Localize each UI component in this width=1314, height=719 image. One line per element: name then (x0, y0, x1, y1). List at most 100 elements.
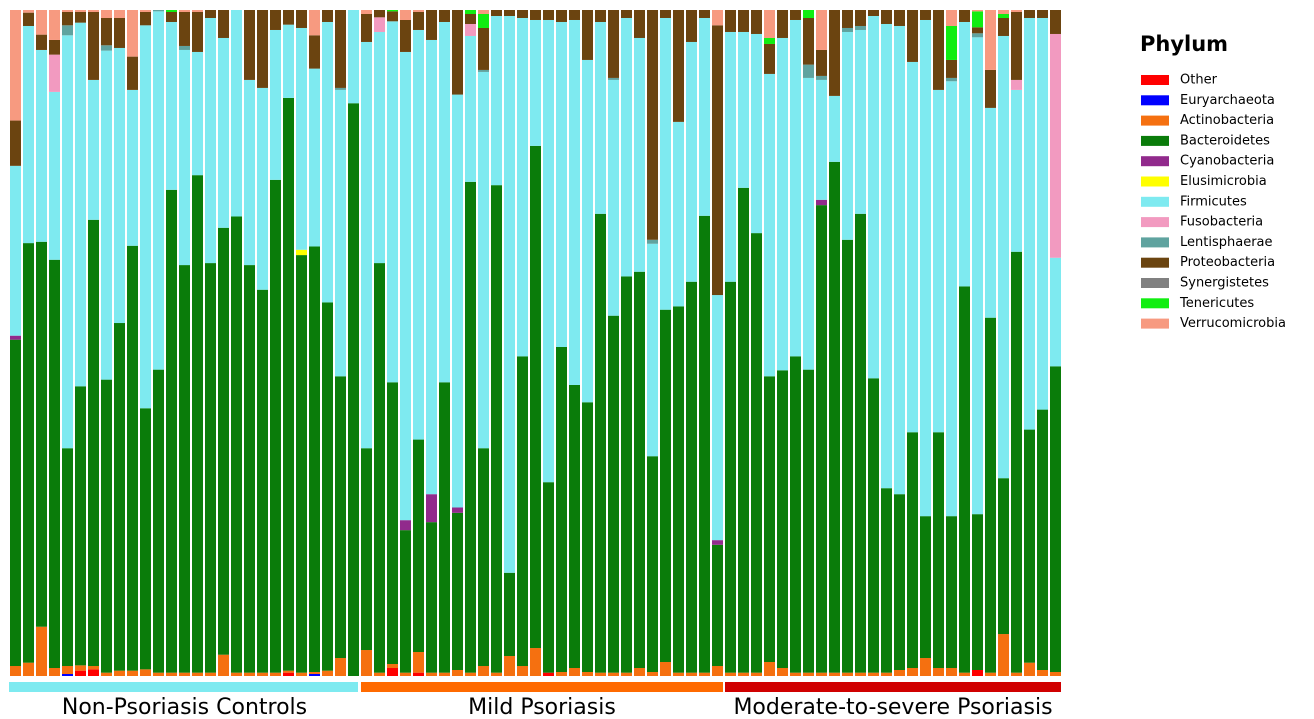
bar-segment (699, 17, 710, 216)
bar-segment (998, 478, 1009, 635)
bar-segment (595, 672, 606, 676)
bar-segment (712, 540, 723, 545)
bar-segment (166, 11, 177, 22)
bar-segment (543, 672, 554, 676)
bar-segment (998, 10, 1009, 14)
bar-segment (920, 516, 931, 659)
bar-segment (842, 672, 853, 676)
bar-segment (816, 199, 827, 206)
bar-segment (192, 175, 203, 673)
bar-segment (114, 17, 125, 48)
bar-segment (972, 514, 983, 671)
bar-segment (179, 265, 190, 673)
bar-segment (257, 87, 268, 290)
bar-segment (166, 21, 177, 190)
bar-segment (1024, 10, 1035, 18)
bar-segment (309, 246, 320, 673)
bar-segment (62, 35, 73, 449)
legend-label: Elusimicrobia (1180, 174, 1267, 189)
bar-segment (465, 23, 476, 36)
bar-segment (608, 672, 619, 676)
bar-segment (920, 658, 931, 676)
bar-segment (621, 10, 632, 18)
bar-segment (153, 10, 164, 12)
bar-segment (166, 672, 177, 676)
bar-segment (413, 11, 424, 30)
legend-label: Bacteroidetes (1180, 133, 1270, 148)
bar-segment (699, 10, 710, 18)
bar-segment (478, 27, 489, 70)
bar-segment (244, 79, 255, 266)
bar-segment (491, 672, 502, 676)
bar-segment (179, 45, 190, 50)
bar-segment (361, 41, 372, 449)
bar-segment (335, 10, 346, 88)
legend-label: Firmicutes (1180, 194, 1247, 209)
bar-segment (205, 672, 216, 676)
bar-segment (478, 13, 489, 28)
bar-segment (283, 672, 294, 676)
bar-segment (192, 10, 203, 12)
bar-segment (75, 10, 86, 12)
bar-segment (179, 49, 190, 266)
bar-segment (1037, 409, 1048, 671)
bar-segment (829, 161, 840, 673)
group-bar (361, 682, 723, 692)
bar-segment (205, 263, 216, 673)
bar-segment (556, 346, 567, 673)
bar-segment (647, 243, 658, 457)
bar-segment (842, 10, 853, 28)
bar-segment (790, 356, 801, 673)
bar-segment (62, 448, 73, 667)
bar-segment (114, 10, 125, 18)
bar-segment (660, 309, 671, 663)
bar-segment (907, 432, 918, 669)
bar-segment (855, 25, 866, 30)
bar-segment (231, 10, 242, 217)
bar-segment (361, 448, 372, 651)
bar-segment (179, 11, 190, 46)
bar-segment (777, 668, 788, 676)
bar-segment (166, 189, 177, 673)
bar-segment (426, 39, 437, 495)
bar-segment (803, 369, 814, 673)
bar-segment (946, 77, 957, 82)
bar-segment (257, 672, 268, 676)
bar-segment (842, 27, 853, 32)
bar-segment (751, 10, 762, 34)
bar-segment (1011, 79, 1022, 90)
bar-segment (10, 666, 21, 676)
legend-swatch (1141, 257, 1169, 268)
bar-segment (608, 79, 619, 316)
bar-segment (673, 10, 684, 122)
bar-segment (725, 31, 736, 282)
bar-segment (803, 17, 814, 65)
bar-segment (699, 215, 710, 673)
bar-segment (465, 672, 476, 676)
bar-segment (504, 15, 515, 573)
bar-segment (504, 656, 515, 676)
bar-segment (218, 227, 229, 655)
bar-segment (660, 10, 671, 18)
bar-segment (907, 10, 918, 62)
bar-segment (114, 47, 125, 324)
bar-segment (673, 672, 684, 676)
bar-segment (62, 25, 73, 36)
bar-segment (283, 97, 294, 671)
bar-segment (205, 10, 216, 18)
bar-segment (582, 59, 593, 403)
bar-segment (1011, 251, 1022, 673)
legend-label: Tenericutes (1179, 296, 1254, 311)
bar-segment (868, 15, 879, 379)
bar-segment (907, 61, 918, 433)
bar-segment (894, 670, 905, 676)
bar-segment (49, 259, 60, 669)
bar-segment (114, 323, 125, 671)
bar-segment (296, 27, 307, 250)
bar-segment (23, 662, 34, 676)
bar-segment (413, 652, 424, 673)
bar-segment (309, 674, 320, 676)
bar-segment (309, 68, 320, 247)
bar-segment (946, 81, 957, 517)
